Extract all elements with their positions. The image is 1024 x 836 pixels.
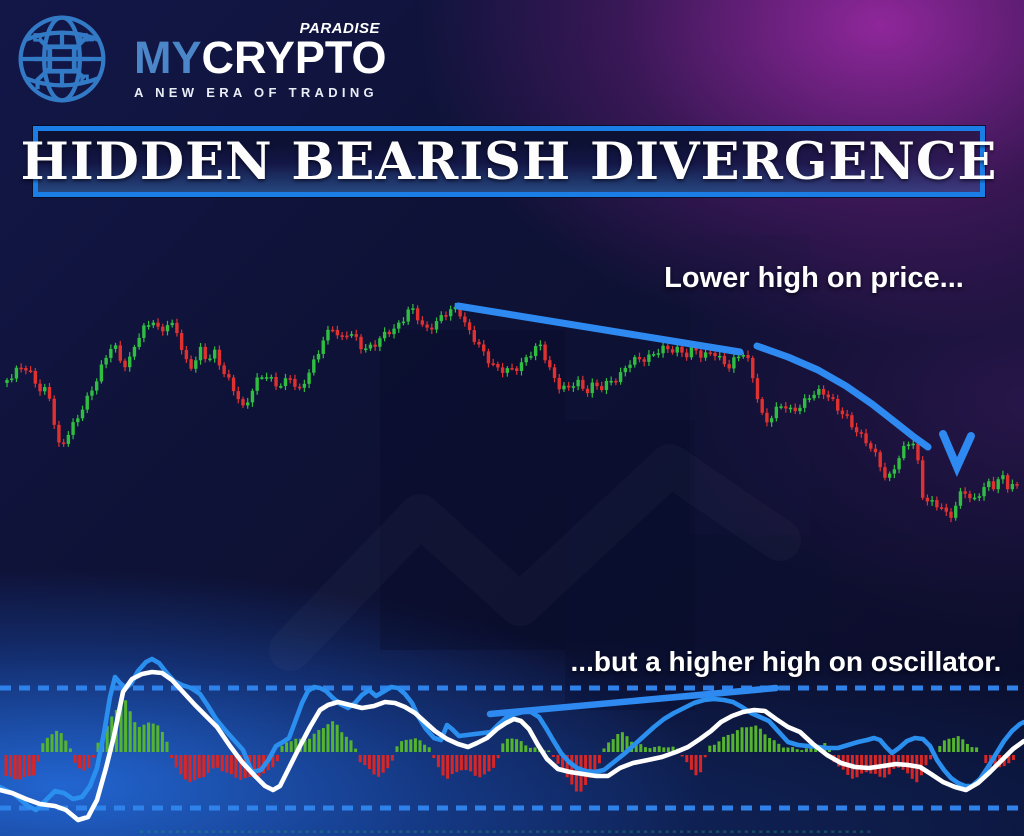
oscillator-annotation: ...but a higher high on oscillator. <box>570 646 1002 677</box>
page-title: HIDDEN BEARISH DIVERGENCE <box>20 131 998 192</box>
brand-name-suffix: CRYPTO <box>201 32 387 83</box>
globe-circuit-icon <box>18 15 106 103</box>
brand-name: MYCRYPTO <box>134 35 387 80</box>
brand-text-block: PARADISE MYCRYPTO A NEW ERA OF TRADING <box>134 20 387 100</box>
brand-logo: PARADISE MYCRYPTO A NEW ERA OF TRADING <box>12 8 412 113</box>
paradise-label: PARADISE <box>299 20 380 37</box>
brand-tagline: A NEW ERA OF TRADING <box>134 84 378 100</box>
price-annotation: Lower high on price... <box>664 262 964 294</box>
brand-name-prefix: MY <box>134 32 202 83</box>
title-banner: HIDDEN BEARISH DIVERGENCE <box>21 126 996 197</box>
